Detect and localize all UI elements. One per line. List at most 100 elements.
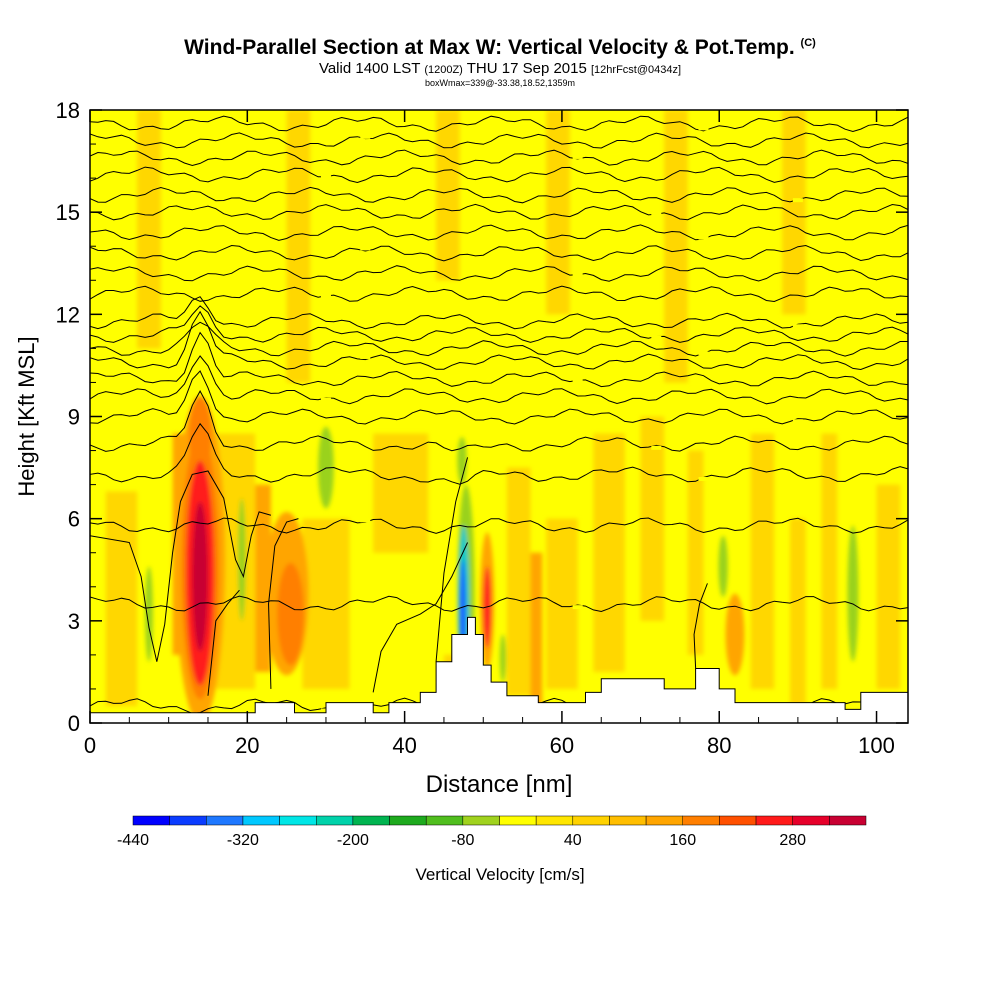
valid-date: THU 17 Sep 2015 [466, 60, 587, 77]
theta-contour [90, 422, 908, 485]
downdraft-green [499, 634, 507, 683]
colorbar-swatch [792, 815, 830, 826]
contour-label-bg [651, 445, 662, 450]
y-tick-label: 18 [56, 98, 80, 123]
y-tick-label: 15 [56, 200, 80, 225]
contour-label-bg [651, 211, 662, 216]
y-tick-label: 3 [68, 609, 80, 634]
light-updraft-band [821, 433, 838, 689]
colorbar-swatch [132, 815, 170, 826]
downdraft-green [718, 535, 728, 597]
downdraft-green [847, 525, 859, 662]
chart-title: Wind-Parallel Section at Max W: Vertical… [0, 36, 1000, 60]
theta-contour [90, 265, 908, 282]
updraft-core-max [192, 501, 208, 652]
colorbar-swatch [425, 815, 464, 826]
colorbar-label: Vertical Velocity [cm/s] [415, 865, 584, 884]
contour-label-bg [360, 246, 371, 251]
colorbar-tick-label: -80 [451, 832, 474, 849]
contour-label-bg [360, 134, 371, 139]
contour-label-bg [360, 518, 371, 523]
colorbar-swatch [389, 815, 427, 826]
theta-contour [268, 518, 299, 689]
x-axis-label: Distance [nm] [426, 771, 573, 798]
contour-label-bg [320, 397, 331, 402]
chart-title-main: Wind-Parallel Section at Max W: Vertical… [184, 36, 795, 59]
theta-contour [90, 470, 272, 662]
valid-time: Valid 1400 LST [318, 60, 421, 77]
colorbar-swatch [206, 815, 244, 826]
colorbar-swatch [645, 815, 683, 826]
contour-label-bg [698, 126, 709, 131]
valid-utc: (1200Z) [424, 64, 463, 76]
light-updraft-band [750, 433, 775, 689]
light-updraft-band [546, 518, 578, 689]
colorbar-swatch [352, 815, 390, 826]
theta-contour [90, 296, 908, 330]
light-updraft-band [640, 416, 665, 621]
colorbar-swatch [572, 815, 610, 826]
chart-title-tag: (C) [800, 37, 816, 49]
y-tick-label: 9 [68, 405, 80, 430]
contour-label-bg [698, 235, 709, 240]
theta-contour [435, 457, 469, 662]
light-updraft-band [286, 110, 311, 383]
colorbar-swatch [499, 815, 537, 826]
colorbar-tick-label: -440 [117, 832, 149, 849]
theta-contour [90, 132, 908, 149]
low-level-contours [90, 457, 708, 696]
light-updraft-band [137, 110, 161, 349]
theta-contour [90, 115, 908, 133]
theta-contour [90, 224, 908, 241]
light-updraft-band [876, 484, 901, 689]
contour-label-bg [572, 605, 583, 610]
light-updraft-band [782, 110, 806, 315]
light-updraft-band [593, 433, 625, 672]
colorbar-swatch [242, 815, 280, 826]
box-info: boxWmax=339@-33.38,18.52,1359m [425, 78, 575, 88]
colorbar-swatch [535, 815, 574, 826]
colorbar-tick-label: -320 [227, 832, 259, 849]
contour-label-bg [320, 294, 331, 299]
contour-label-bg [360, 354, 371, 359]
contour-label-bg [572, 379, 583, 384]
colorbar-swatch [609, 815, 647, 826]
updraft-east [725, 593, 745, 676]
colorbar-swatch [829, 815, 867, 826]
theta-contour [90, 517, 908, 534]
colorbar-tick-label: 280 [779, 832, 806, 849]
light-updraft-band [373, 433, 429, 553]
theta-contour [90, 166, 908, 184]
contour-label-bg [320, 173, 331, 178]
downdraft-green [145, 566, 153, 662]
light-updraft-band [790, 518, 806, 706]
colorbar-swatch [755, 815, 793, 826]
colorbar-tick-label: 40 [564, 832, 582, 849]
theta-contour [90, 310, 908, 371]
contour-label-bg [572, 154, 583, 159]
theta-contour [90, 149, 908, 167]
colorbar-swatch [316, 815, 354, 826]
x-tick-label: 40 [392, 733, 416, 758]
theta-contour [90, 595, 908, 613]
terrain [89, 616, 909, 724]
theta-contour [90, 370, 908, 425]
theta-contour [90, 390, 908, 452]
theta-contour [90, 244, 908, 262]
colorbar-tick-label: 160 [669, 832, 696, 849]
theta-contour [90, 321, 908, 357]
contour-label-bg [792, 198, 803, 203]
theta-contours [90, 115, 908, 715]
y-tick-label: 12 [56, 302, 80, 327]
contour-label-bg [698, 476, 709, 481]
light-updraft-band [506, 467, 531, 696]
colorbar-swatch [682, 815, 720, 826]
y-tick-label: 0 [68, 711, 80, 736]
x-tick-label: 80 [707, 733, 731, 758]
light-updraft-band [302, 518, 350, 689]
theta-contour [90, 285, 908, 303]
contour-label-bg [698, 351, 709, 356]
chart-subtitle: Valid 1400 LST (1200Z) THU 17 Sep 2015 [… [0, 60, 1000, 77]
y-axis-label: Height [Kft MSL] [14, 336, 39, 496]
